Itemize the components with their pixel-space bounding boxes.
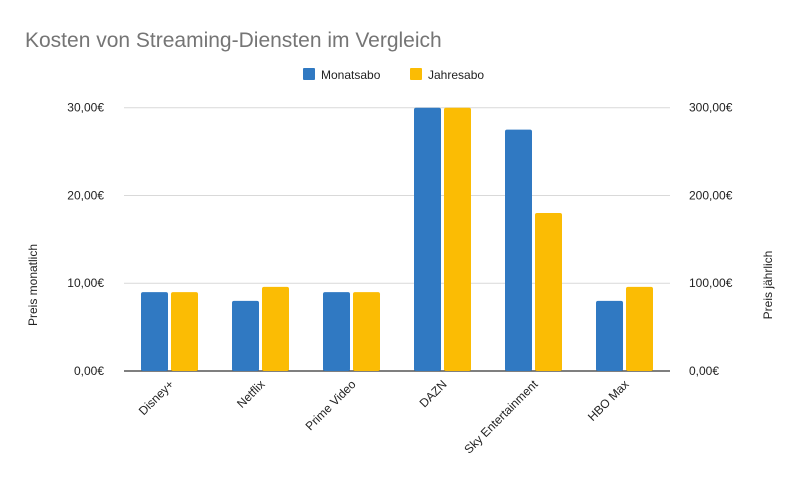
right-tick-label: 300,00€: [689, 101, 733, 115]
left-tick-label: 0,00€: [74, 364, 104, 378]
bar-jahresabo-2: [353, 292, 380, 371]
legend-label: Jahresabo: [428, 68, 484, 82]
bar-jahresabo-1: [262, 286, 289, 371]
right-tick-label: 0,00€: [689, 364, 719, 378]
category-label: Disney+: [136, 377, 177, 418]
bar-monatsabo-4: [505, 129, 532, 371]
left-tick-label: 10,00€: [67, 276, 104, 290]
category-label: Sky Entertainment: [461, 377, 541, 457]
bars: [141, 107, 653, 372]
bar-jahresabo-0: [171, 292, 198, 371]
legend-label: Monatsabo: [321, 68, 381, 82]
bar-monatsabo-3: [414, 107, 441, 371]
legend: Monatsabo Jahresabo: [303, 68, 484, 82]
bar-monatsabo-0: [141, 292, 168, 371]
right-tick-label: 100,00€: [689, 276, 733, 290]
category-labels: Disney+ Netflix Prime Video DAZN Sky Enterta…: [136, 377, 632, 457]
category-label: Netflix: [234, 377, 267, 410]
legend-swatch-monatsabo: [303, 68, 315, 80]
bar-jahresabo-3: [444, 107, 471, 372]
gridlines: [124, 107, 670, 372]
bar-monatsabo-2: [323, 292, 350, 371]
category-label: Prime Video: [303, 377, 359, 433]
bar-jahresabo-4: [535, 213, 562, 371]
right-axis-title: Preis jährlich: [761, 251, 775, 320]
right-tick-label: 200,00€: [689, 188, 733, 202]
bar-jahresabo-5: [626, 286, 653, 371]
bar-monatsabo-1: [232, 300, 259, 371]
left-axis-title: Preis monatlich: [26, 244, 40, 326]
category-label: DAZN: [417, 377, 450, 410]
left-tick-label: 20,00€: [67, 188, 104, 202]
left-tick-label: 30,00€: [67, 101, 104, 115]
bar-monatsabo-5: [596, 300, 623, 371]
tick-labels: 0,00€ 0,00€ 10,00€ 100,00€ 20,00€ 200,00€ 30,0…: [67, 101, 732, 378]
chart-title: Kosten von Streaming-Diensten im Verglei…: [25, 29, 442, 52]
category-label: HBO Max: [585, 377, 632, 424]
legend-swatch-jahresabo: [410, 68, 422, 80]
